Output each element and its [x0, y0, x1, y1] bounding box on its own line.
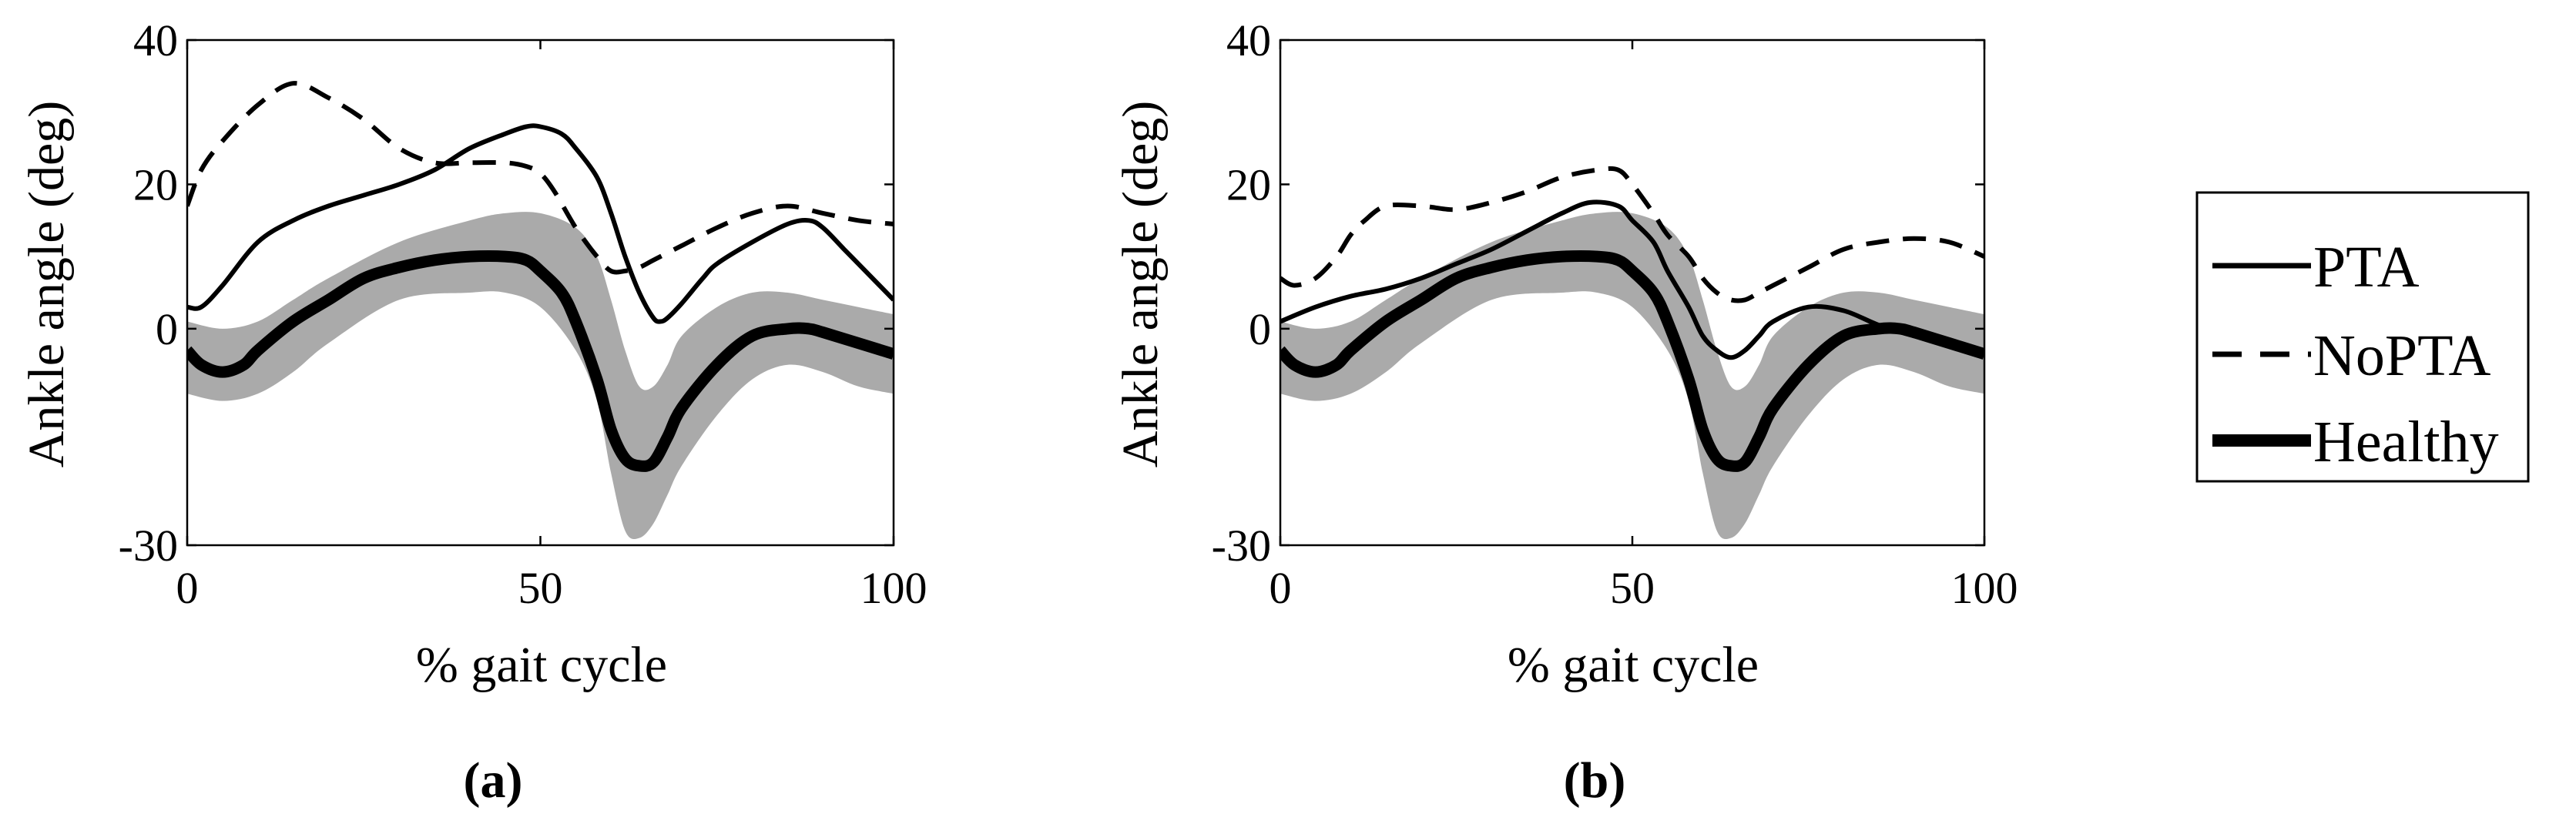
legend-box	[2195, 191, 2530, 483]
legend: PTA NoPTA Healthy	[2195, 191, 2530, 483]
panel-b-xtick-label: 100	[1951, 563, 2018, 613]
panel-a-ytick-label: 40	[133, 15, 178, 65]
panel-a-ytick-label: 20	[133, 159, 178, 209]
panel-b-series-healthy	[1280, 250, 1984, 472]
panel-b-label: (b)	[1564, 752, 1626, 809]
panel-b: Ankle angle (deg) % gait cycle (b) 0 50 10…	[1112, 15, 2018, 809]
panel-a-xtick-label: 0	[176, 563, 199, 613]
panel-a: Ankle angle (deg) % gait cycle (a) 0 50 10…	[18, 15, 927, 809]
panel-a-xtick-label: 100	[860, 563, 927, 613]
panel-b-xtick-label: 50	[1610, 563, 1655, 613]
legend-label-nopta: NoPTA	[2313, 323, 2490, 388]
legend-label-pta: PTA	[2313, 235, 2420, 300]
panel-a-xtick-label: 50	[518, 563, 563, 613]
panel-b-series-nopta	[1280, 166, 1984, 303]
panel-b-xlabel: % gait cycle	[1508, 637, 1759, 693]
panel-b-healthy-band	[1280, 212, 1984, 540]
panel-b-series-pta	[1280, 199, 1984, 360]
panel-a-healthy-band	[187, 212, 894, 540]
panel-a-ylabel: Ankle angle (deg)	[18, 101, 75, 467]
panel-b-ytick-label: 40	[1226, 15, 1271, 65]
panel-b-ytick-label: 0	[1249, 304, 1271, 354]
panel-a-ytick-label: 0	[156, 304, 178, 354]
panel-b-ylabel: Ankle angle (deg)	[1112, 101, 1169, 467]
panel-a-xlabel: % gait cycle	[416, 637, 667, 693]
legend-label-healthy: Healthy	[2313, 410, 2499, 474]
panel-a-ytick-label: -30	[119, 521, 178, 571]
panel-b-ytick-label: -30	[1212, 521, 1271, 571]
panel-a-series-pta	[187, 123, 894, 324]
panel-b-xtick-label: 0	[1270, 563, 1292, 613]
panel-a-series-nopta	[187, 81, 894, 275]
panel-a-series-healthy	[187, 250, 894, 472]
panel-b-ytick-label: 20	[1226, 159, 1271, 209]
panel-a-label: (a)	[464, 752, 523, 809]
